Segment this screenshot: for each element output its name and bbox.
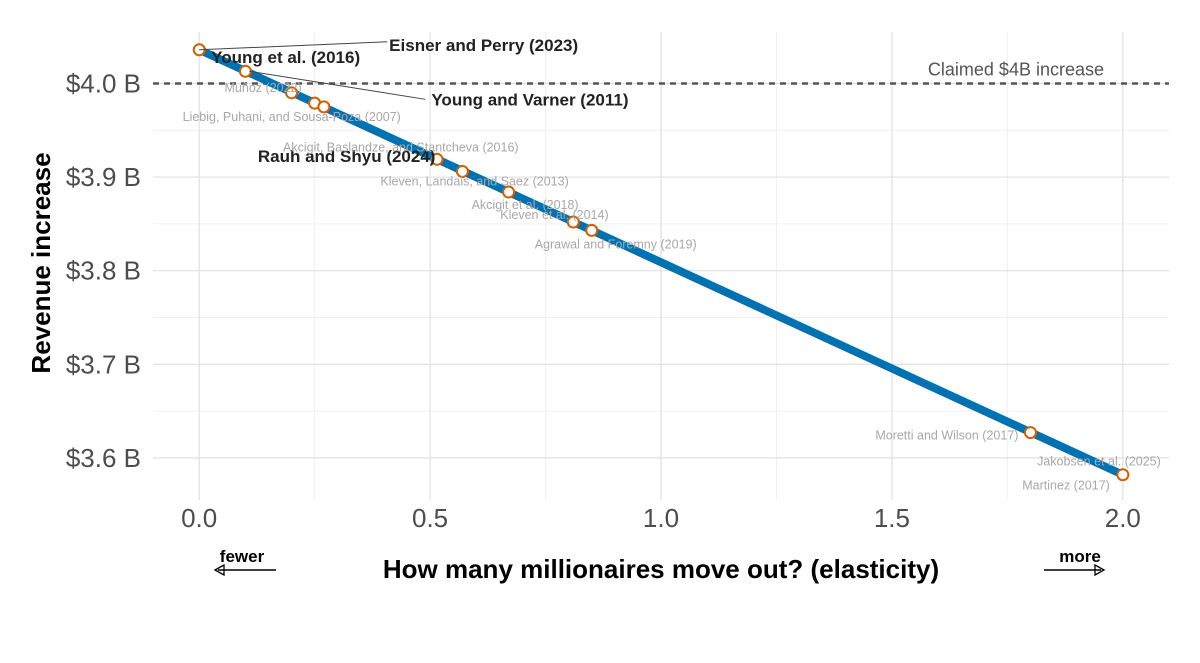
y-tick-label: $3.8 B [66, 256, 141, 286]
x-tick-label: 0.5 [412, 503, 448, 533]
study-label: Moretti and Wilson (2017) [875, 429, 1018, 443]
study-point [430, 152, 444, 166]
study-label: Akcigit, Baslandze, and Stantcheva (2016… [283, 140, 519, 154]
fewer-label: fewer [220, 547, 265, 566]
study-label: Liebig, Puhani, and Sousa-Poza (2007) [183, 110, 401, 124]
y-tick-label: $3.6 B [66, 443, 141, 473]
y-axis-title: Revenue increase [26, 152, 56, 373]
study-label: Kleven, Landais, and Saez (2013) [380, 174, 568, 188]
study-point [1116, 468, 1130, 482]
study-label: Rauh and Shyu (2024) [258, 147, 436, 166]
study-points [192, 43, 1130, 482]
more-label: more [1059, 547, 1101, 566]
x-tick-label: 0.0 [181, 503, 217, 533]
study-point [566, 215, 580, 229]
y-tick-label: $3.9 B [66, 162, 141, 192]
label-leader-line [249, 70, 426, 100]
study-label: Young and Varner (2011) [431, 90, 628, 109]
study-labels: Young et al. (2016) Eisner and Perry (202… [183, 36, 1161, 493]
y-tick-label: $4.0 B [66, 68, 141, 98]
axes: 0.0 0.5 1.0 1.5 2.0 $3.6 B $3.7 B $3.8 B $3.9 B $… [26, 68, 1141, 584]
study-label: Jakobsen et al. (2025) [1037, 455, 1161, 469]
label-leader-line [199, 41, 388, 51]
study-label: Muñoz (2022) [225, 81, 302, 95]
study-label: Martinez (2017) [1022, 479, 1110, 493]
study-point [1023, 426, 1037, 440]
study-point [585, 223, 599, 237]
x-axis-title: How many millionaires move out? (elastic… [383, 554, 939, 584]
x-tick-label: 1.5 [874, 503, 910, 533]
claimed-increase-label: Claimed $4B increase [928, 59, 1104, 79]
study-point [455, 164, 469, 178]
x-tick-label: 2.0 [1105, 503, 1141, 533]
study-label: Young et al. (2016) [211, 48, 360, 67]
x-tick-label: 1.0 [643, 503, 679, 533]
left-arrow-icon [213, 563, 225, 577]
reference-line-group: Claimed $4B increase [153, 59, 1169, 85]
revenue-line-group [195, 45, 1127, 479]
study-label: Eisner and Perry (2023) [389, 36, 578, 55]
study-label: Akcigit et al. (2018) [472, 198, 579, 212]
study-label: Agrawal and Foremny (2019) [535, 237, 697, 251]
study-point [238, 64, 252, 78]
y-tick-label: $3.7 B [66, 349, 141, 379]
right-arrow-icon [1094, 563, 1106, 577]
study-point [502, 185, 516, 199]
study-point [285, 86, 299, 100]
study-label: Kleven et al. (2014) [500, 208, 608, 222]
revenue-line [195, 45, 1127, 479]
study-point [317, 100, 331, 114]
